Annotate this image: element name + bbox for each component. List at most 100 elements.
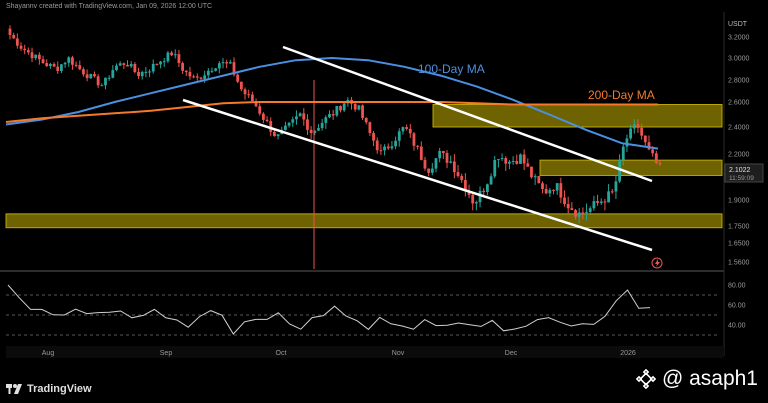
- candle-body: [383, 146, 386, 151]
- candle-body: [566, 204, 570, 209]
- price-tick-label: 1.9000: [728, 198, 750, 205]
- candle-body: [254, 101, 258, 107]
- candle-body: [375, 140, 379, 151]
- candle-body: [181, 63, 184, 71]
- chart-credit: Shayannv created with TradingView.com, J…: [6, 3, 213, 10]
- candle-body: [493, 159, 497, 177]
- rsi-tick-label: 60.00: [728, 303, 746, 310]
- candle-body: [445, 153, 449, 163]
- candle-body: [225, 62, 229, 64]
- candle-body: [126, 64, 129, 67]
- candle-body: [129, 63, 133, 67]
- candle-body: [452, 161, 456, 173]
- candle-body: [423, 159, 427, 169]
- candle-body: [581, 212, 585, 214]
- author-watermark: @ asaph1: [635, 367, 758, 391]
- candle-body: [144, 71, 148, 73]
- candle-body: [228, 62, 232, 64]
- channel-upper-line: [282, 45, 653, 183]
- candle-body: [508, 161, 511, 164]
- candle-body: [302, 113, 306, 120]
- candle-body: [89, 74, 93, 79]
- candle-body: [390, 146, 394, 149]
- time-tick-label: Sep: [160, 350, 173, 357]
- candle-body: [60, 64, 63, 72]
- candle-body: [368, 122, 372, 134]
- candle-body: [408, 128, 412, 134]
- candle-body: [306, 119, 309, 130]
- candle-body: [471, 194, 475, 204]
- time-axis: Aug Sep Oct Nov Dec 2026: [42, 350, 636, 357]
- ma200-label: 200-Day MA: [588, 88, 655, 102]
- candle-body: [607, 191, 610, 203]
- candle-body: [544, 188, 548, 194]
- price-tick-label: 3.2000: [728, 35, 750, 42]
- candle-body: [239, 81, 243, 90]
- candle-body: [357, 105, 361, 110]
- candle-body: [199, 77, 203, 79]
- price-tick-label: 2.4000: [728, 125, 750, 132]
- candle-body: [258, 106, 262, 114]
- price-tick-label: 3.0000: [728, 56, 750, 63]
- candle-body: [636, 124, 640, 128]
- candle-body: [379, 150, 383, 152]
- candle-body: [115, 65, 118, 71]
- candle-body: [500, 158, 504, 160]
- candle-body: [96, 76, 100, 86]
- candle-body: [19, 45, 23, 49]
- rsi-line: [7, 284, 651, 335]
- candle-body: [203, 75, 207, 79]
- candle-body: [559, 183, 563, 198]
- candle-body: [456, 172, 460, 176]
- candle-body: [23, 48, 27, 51]
- candle-body: [236, 74, 240, 82]
- candle-body: [159, 61, 162, 65]
- candle-body: [78, 65, 82, 70]
- price-tick-label: 2.8000: [728, 78, 750, 85]
- candle-body: [643, 135, 647, 143]
- candle-body: [63, 62, 67, 65]
- candle-body: [441, 150, 445, 154]
- alert-lightning-icon: [651, 257, 663, 269]
- candle-body: [313, 130, 317, 133]
- candle-body: [111, 70, 115, 78]
- candle-body: [155, 63, 159, 65]
- candle-body: [552, 189, 555, 191]
- candle-body: [515, 160, 519, 164]
- rsi-tick-label: 80.00: [728, 283, 746, 290]
- candle-body: [526, 163, 530, 167]
- tradingview-logo-text: TradingView: [27, 383, 92, 395]
- candle-body: [625, 138, 629, 147]
- candle-body: [192, 76, 196, 78]
- candle-body: [317, 128, 320, 131]
- ma100-label: 100-Day MA: [418, 62, 485, 76]
- candle-body: [232, 62, 236, 75]
- tradingview-logo[interactable]: TradingView: [6, 383, 92, 395]
- candle-body: [82, 69, 85, 75]
- candle-body: [658, 163, 662, 165]
- candle-body: [570, 208, 574, 211]
- candle-body: [640, 127, 644, 136]
- candle-body: [460, 175, 464, 181]
- candle-body: [320, 122, 324, 129]
- candle-body: [519, 154, 522, 164]
- time-tick-label: Oct: [276, 350, 287, 357]
- price-zone-1: [432, 104, 723, 128]
- candle-body: [166, 52, 170, 62]
- candle-body: [474, 202, 478, 204]
- candle-body: [74, 64, 78, 66]
- candle-body: [438, 150, 442, 159]
- candle-body: [188, 72, 192, 77]
- watermark-text: @ asaph1: [661, 367, 758, 390]
- candle-body: [328, 114, 331, 118]
- last-price-tag: [724, 163, 764, 183]
- candle-body: [372, 133, 375, 141]
- tradingview-logo-icon: [6, 384, 22, 394]
- candle-body: [195, 76, 199, 78]
- candle-body: [588, 208, 592, 212]
- candle-body: [651, 149, 655, 154]
- candle-body: [419, 146, 423, 160]
- candle-body: [353, 103, 357, 110]
